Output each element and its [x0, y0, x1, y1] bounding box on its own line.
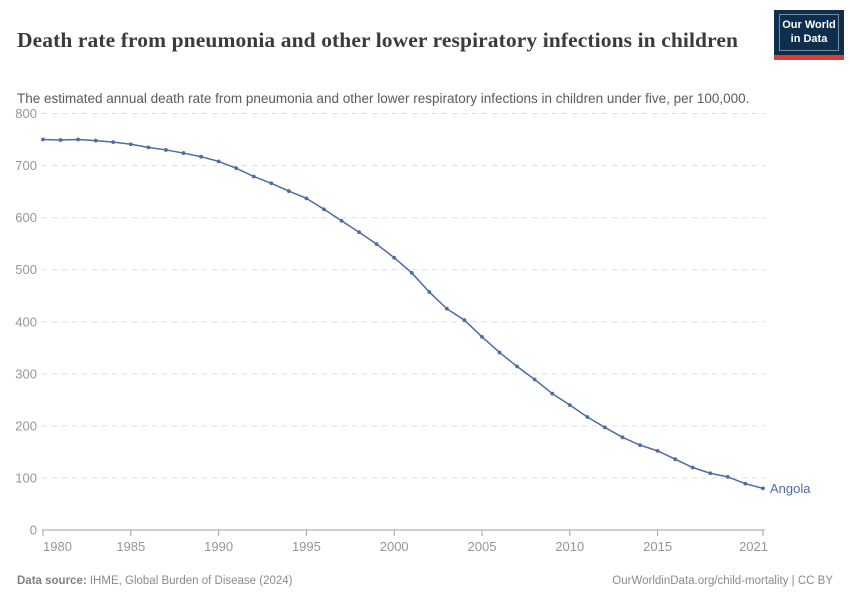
data-source-label: Data source: — [17, 575, 87, 587]
data-point-1985[interactable] — [128, 142, 133, 147]
data-point-2002[interactable] — [427, 290, 432, 294]
data-point-2004[interactable] — [462, 318, 467, 323]
x-tick-label-1995: 1995 — [292, 539, 321, 554]
credit-line: OurWorldinData.org/child-mortality | CC … — [612, 575, 833, 587]
data-point-1991[interactable] — [234, 166, 239, 171]
entity-label-angola: Angola — [770, 481, 811, 496]
data-point-1980[interactable] — [41, 137, 45, 142]
y-tick-label-200: 200 — [15, 418, 37, 433]
data-point-1990[interactable] — [216, 159, 221, 164]
data-point-1992[interactable] — [251, 174, 256, 179]
data-point-1993[interactable] — [269, 181, 274, 186]
data-point-1988[interactable] — [181, 151, 186, 155]
data-point-2018[interactable] — [708, 471, 713, 476]
x-tick-label-2010: 2010 — [555, 539, 584, 554]
x-tick-label-1990: 1990 — [204, 539, 233, 554]
y-tick-label-300: 300 — [15, 366, 37, 381]
data-point-1996[interactable] — [322, 207, 326, 212]
data-point-2012[interactable] — [603, 425, 607, 430]
x-tick-label-1980: 1980 — [43, 539, 72, 554]
y-tick-label-600: 600 — [15, 210, 37, 225]
x-tick-label-2005: 2005 — [468, 539, 497, 554]
data-point-2003[interactable] — [444, 306, 449, 311]
data-point-1997[interactable] — [339, 218, 344, 223]
data-point-1982[interactable] — [76, 137, 81, 142]
data-point-1984[interactable] — [111, 140, 116, 145]
x-tick-label-2021: 2021 — [739, 539, 768, 554]
chart-title: Death rate from pneumonia and other lowe… — [17, 28, 739, 53]
data-point-1994[interactable] — [286, 189, 291, 193]
data-point-1995[interactable] — [304, 196, 309, 201]
owid-logo-line1: Our World — [782, 19, 836, 31]
data-point-1999[interactable] — [374, 242, 379, 247]
owid-logo: Our World in Data — [774, 10, 844, 60]
data-point-2016[interactable] — [673, 457, 678, 462]
y-tick-label-0: 0 — [30, 523, 37, 538]
chart-footer: Data source: IHME, Global Burden of Dise… — [17, 575, 833, 587]
data-point-2001[interactable] — [409, 270, 414, 275]
data-point-2014[interactable] — [638, 443, 642, 448]
owid-logo-text: Our World in Data — [779, 14, 839, 51]
data-source-value: IHME, Global Burden of Disease (2024) — [86, 575, 293, 587]
data-point-2005[interactable] — [480, 334, 484, 339]
x-tick-label-2015: 2015 — [643, 539, 672, 554]
x-tick-label-1985: 1985 — [116, 539, 145, 554]
data-point-2019[interactable] — [725, 474, 730, 479]
data-point-2021[interactable] — [761, 486, 765, 491]
data-point-2013[interactable] — [620, 435, 625, 440]
data-point-1983[interactable] — [93, 138, 98, 143]
data-point-2011[interactable] — [585, 415, 590, 419]
data-point-2015[interactable] — [655, 448, 660, 453]
data-point-2009[interactable] — [550, 391, 555, 396]
data-point-1989[interactable] — [199, 154, 203, 159]
y-tick-label-100: 100 — [15, 470, 37, 485]
data-point-2020[interactable] — [743, 481, 748, 486]
data-point-2006[interactable] — [497, 350, 502, 355]
y-tick-label-800: 800 — [15, 106, 37, 121]
y-tick-label-400: 400 — [15, 314, 37, 329]
data-point-2000[interactable] — [392, 255, 397, 260]
data-source-note: Data source: IHME, Global Burden of Dise… — [17, 575, 293, 587]
chart-subtitle: The estimated annual death rate from pne… — [17, 90, 750, 106]
data-point-2010[interactable] — [567, 403, 572, 407]
data-point-2017[interactable] — [690, 465, 695, 470]
y-tick-label-700: 700 — [15, 158, 37, 173]
data-point-2008[interactable] — [532, 377, 537, 382]
y-tick-label-500: 500 — [15, 262, 37, 277]
data-point-2007[interactable] — [515, 364, 520, 369]
data-line-angola[interactable] — [42, 138, 764, 490]
data-point-1981[interactable] — [58, 138, 63, 142]
owid-logo-line2: in Data — [790, 33, 828, 46]
data-point-1998[interactable] — [357, 230, 361, 235]
data-point-1987[interactable] — [164, 148, 168, 152]
x-tick-label-2000: 2000 — [380, 539, 409, 554]
data-point-1986[interactable] — [146, 145, 151, 150]
